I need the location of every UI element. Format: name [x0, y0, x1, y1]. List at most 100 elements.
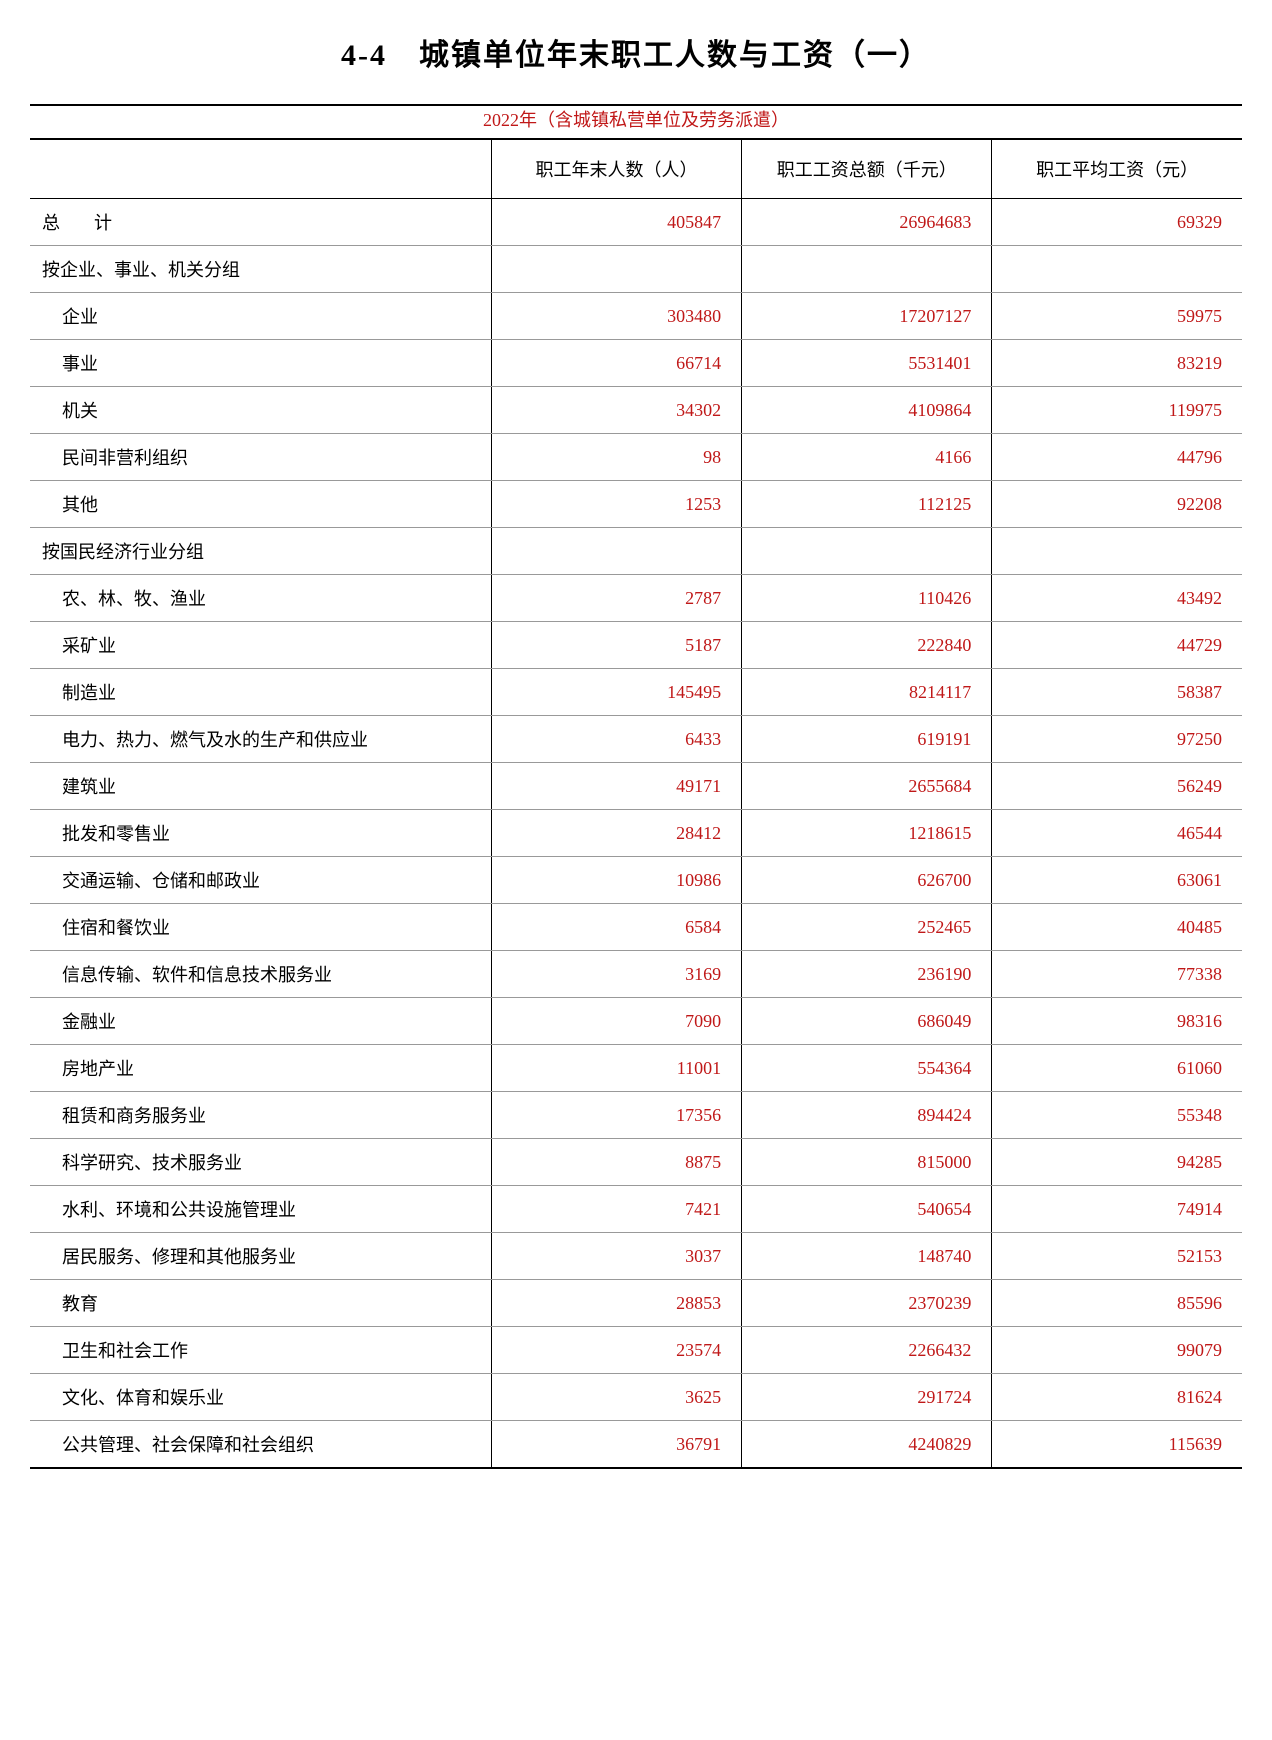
col-header-3: 职工平均工资（元）	[992, 139, 1242, 199]
row-label: 建筑业	[30, 763, 491, 810]
row-label: 按企业、事业、机关分组	[30, 246, 491, 293]
table-row: 水利、环境和公共设施管理业742154065474914	[30, 1186, 1242, 1233]
table-row: 按国民经济行业分组	[30, 528, 1242, 575]
cell-value	[992, 246, 1242, 293]
cell-value: 686049	[742, 998, 992, 1045]
cell-value: 4240829	[742, 1421, 992, 1469]
cell-value: 8214117	[742, 669, 992, 716]
cell-value: 74914	[992, 1186, 1242, 1233]
row-label: 科学研究、技术服务业	[30, 1139, 491, 1186]
cell-value: 112125	[742, 481, 992, 528]
cell-value: 44729	[992, 622, 1242, 669]
cell-value: 98316	[992, 998, 1242, 1045]
row-label: 卫生和社会工作	[30, 1327, 491, 1374]
row-label: 居民服务、修理和其他服务业	[30, 1233, 491, 1280]
row-label: 房地产业	[30, 1045, 491, 1092]
subtitle: 2022年（含城镇私营单位及劳务派遣）	[30, 106, 1242, 132]
table-row: 制造业145495821411758387	[30, 669, 1242, 716]
cell-value: 46544	[992, 810, 1242, 857]
cell-value: 28412	[491, 810, 741, 857]
cell-value: 1218615	[742, 810, 992, 857]
cell-value: 2787	[491, 575, 741, 622]
table-row: 批发和零售业28412121861546544	[30, 810, 1242, 857]
table-row: 总 计4058472696468369329	[30, 199, 1242, 246]
row-label: 制造业	[30, 669, 491, 716]
cell-value: 236190	[742, 951, 992, 998]
cell-value: 43492	[992, 575, 1242, 622]
cell-value: 148740	[742, 1233, 992, 1280]
cell-value: 4109864	[742, 387, 992, 434]
cell-value: 7090	[491, 998, 741, 1045]
row-label: 批发和零售业	[30, 810, 491, 857]
cell-value: 94285	[992, 1139, 1242, 1186]
table-row: 采矿业518722284044729	[30, 622, 1242, 669]
row-label: 交通运输、仓储和邮政业	[30, 857, 491, 904]
cell-value: 6584	[491, 904, 741, 951]
table-row: 建筑业49171265568456249	[30, 763, 1242, 810]
cell-value: 119975	[992, 387, 1242, 434]
cell-value: 81624	[992, 1374, 1242, 1421]
cell-value: 145495	[491, 669, 741, 716]
table-row: 金融业709068604998316	[30, 998, 1242, 1045]
cell-value: 55348	[992, 1092, 1242, 1139]
col-header-label	[30, 139, 491, 199]
cell-value: 59975	[992, 293, 1242, 340]
table-row: 房地产业1100155436461060	[30, 1045, 1242, 1092]
cell-value: 17207127	[742, 293, 992, 340]
cell-value: 110426	[742, 575, 992, 622]
cell-value: 8875	[491, 1139, 741, 1186]
row-label: 总 计	[30, 199, 491, 246]
table-row: 公共管理、社会保障和社会组织367914240829115639	[30, 1421, 1242, 1469]
row-label: 企业	[30, 293, 491, 340]
cell-value: 5531401	[742, 340, 992, 387]
cell-value: 17356	[491, 1092, 741, 1139]
cell-value: 3037	[491, 1233, 741, 1280]
cell-value: 291724	[742, 1374, 992, 1421]
row-label: 文化、体育和娱乐业	[30, 1374, 491, 1421]
table-row: 卫生和社会工作23574226643299079	[30, 1327, 1242, 1374]
row-label: 采矿业	[30, 622, 491, 669]
cell-value: 56249	[992, 763, 1242, 810]
cell-value: 23574	[491, 1327, 741, 1374]
table-row: 企业3034801720712759975	[30, 293, 1242, 340]
row-label: 按国民经济行业分组	[30, 528, 491, 575]
cell-value: 405847	[491, 199, 741, 246]
cell-value: 7421	[491, 1186, 741, 1233]
cell-value: 97250	[992, 716, 1242, 763]
row-label: 公共管理、社会保障和社会组织	[30, 1421, 491, 1469]
cell-value: 10986	[491, 857, 741, 904]
row-label: 事业	[30, 340, 491, 387]
cell-value: 34302	[491, 387, 741, 434]
cell-value: 49171	[491, 763, 741, 810]
row-label: 电力、热力、燃气及水的生产和供应业	[30, 716, 491, 763]
page-title: 4-4 城镇单位年末职工人数与工资（一）	[30, 30, 1242, 74]
row-label: 民间非营利组织	[30, 434, 491, 481]
cell-value: 83219	[992, 340, 1242, 387]
table-row: 事业66714553140183219	[30, 340, 1242, 387]
row-label: 信息传输、软件和信息技术服务业	[30, 951, 491, 998]
cell-value: 3625	[491, 1374, 741, 1421]
data-table: 职工年末人数（人） 职工工资总额（千元） 职工平均工资（元） 总 计405847…	[30, 138, 1242, 1469]
table-row: 文化、体育和娱乐业362529172481624	[30, 1374, 1242, 1421]
cell-value: 222840	[742, 622, 992, 669]
table-row: 民间非营利组织98416644796	[30, 434, 1242, 481]
table-row: 住宿和餐饮业658425246540485	[30, 904, 1242, 951]
cell-value: 894424	[742, 1092, 992, 1139]
cell-value: 66714	[491, 340, 741, 387]
cell-value: 1253	[491, 481, 741, 528]
row-label: 水利、环境和公共设施管理业	[30, 1186, 491, 1233]
cell-value	[491, 528, 741, 575]
cell-value: 554364	[742, 1045, 992, 1092]
cell-value: 85596	[992, 1280, 1242, 1327]
cell-value: 61060	[992, 1045, 1242, 1092]
cell-value: 26964683	[742, 199, 992, 246]
header-row: 职工年末人数（人） 职工工资总额（千元） 职工平均工资（元）	[30, 139, 1242, 199]
table-row: 居民服务、修理和其他服务业303714874052153	[30, 1233, 1242, 1280]
cell-value	[742, 528, 992, 575]
cell-value: 92208	[992, 481, 1242, 528]
row-label: 农、林、牧、渔业	[30, 575, 491, 622]
cell-value: 77338	[992, 951, 1242, 998]
cell-value: 3169	[491, 951, 741, 998]
cell-value: 540654	[742, 1186, 992, 1233]
table-row: 科学研究、技术服务业887581500094285	[30, 1139, 1242, 1186]
